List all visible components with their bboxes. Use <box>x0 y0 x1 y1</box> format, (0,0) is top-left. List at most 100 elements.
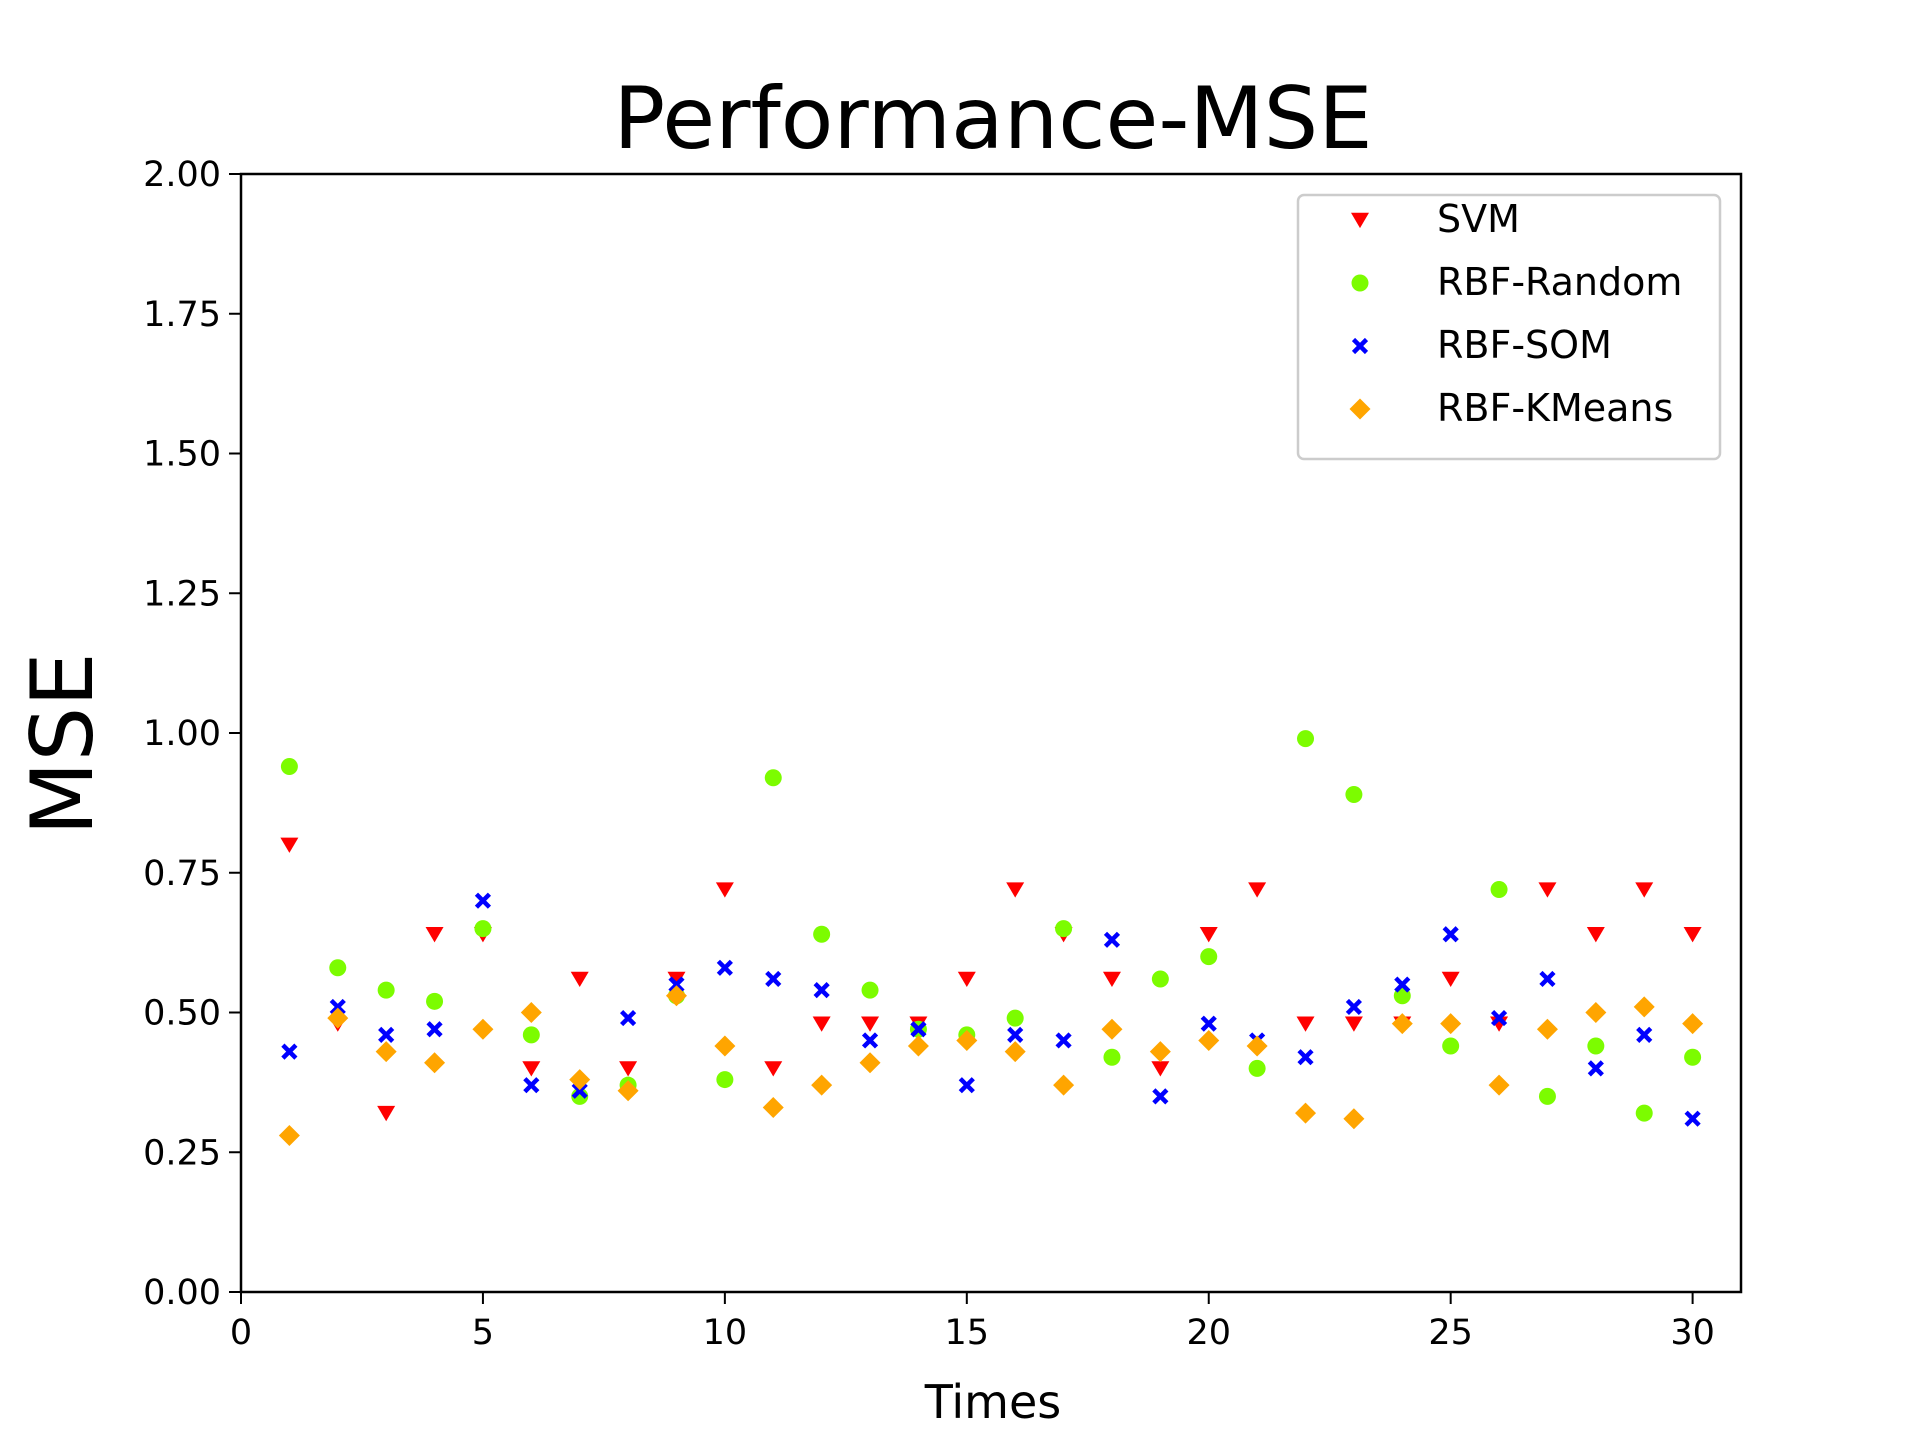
point-rbf-kmeans <box>1246 1035 1268 1057</box>
point-rbf-random <box>1200 948 1218 966</box>
y-tick-label: 0.75 <box>143 854 221 894</box>
point-svm <box>812 1016 831 1032</box>
point-rbf-kmeans <box>327 1007 349 1029</box>
point-svm <box>1586 927 1605 943</box>
point-rbf-som <box>668 976 685 993</box>
point-svm <box>715 882 734 898</box>
legend-label-svm: SVM <box>1437 197 1520 241</box>
point-rbf-kmeans <box>665 985 687 1007</box>
point-rbf-som <box>329 998 346 1016</box>
point-rbf-kmeans <box>1198 1029 1220 1051</box>
point-rbf-random <box>280 758 298 776</box>
point-rbf-random <box>1103 1048 1121 1066</box>
point-rbf-kmeans <box>1682 1013 1704 1035</box>
point-rbf-som <box>1055 1032 1072 1049</box>
point-rbf-som <box>861 1032 879 1049</box>
point-rbf-kmeans <box>617 1080 639 1102</box>
point-rbf-som <box>958 1077 975 1094</box>
point-rbf-kmeans <box>714 1035 736 1057</box>
point-rbf-random <box>1684 1048 1702 1066</box>
point-rbf-som <box>1442 926 1459 943</box>
point-svm <box>1683 927 1702 943</box>
x-tick-label: 5 <box>472 1313 494 1353</box>
point-rbf-kmeans <box>1149 1041 1171 1063</box>
point-svm <box>1199 927 1218 943</box>
x-axis-label: Times <box>924 1375 1062 1429</box>
point-rbf-random <box>1490 881 1508 899</box>
point-rbf-kmeans <box>956 1029 978 1051</box>
point-rbf-kmeans <box>375 1041 397 1063</box>
point-rbf-som <box>813 982 830 999</box>
point-rbf-som <box>1636 1026 1653 1043</box>
y-tick-label: 1.25 <box>143 574 221 614</box>
series-rbf-som <box>281 892 1701 1127</box>
point-svm <box>1006 882 1025 898</box>
point-svm <box>1248 882 1267 898</box>
point-rbf-som <box>426 1021 443 1038</box>
axis-ticks: 0 5 10 15 20 25 30 0.00 0.25 0.50 0.75 1.00 1.25 1.50… <box>143 155 1715 1353</box>
point-rbf-som <box>474 892 492 909</box>
point-rbf-som <box>523 1077 540 1094</box>
point-svm <box>764 1061 783 1077</box>
point-rbf-random <box>1248 1059 1266 1077</box>
legend-marker-svm <box>1351 212 1369 229</box>
point-rbf-random <box>522 1026 540 1044</box>
y-tick-label: 2.00 <box>143 155 221 195</box>
y-tick-label: 1.50 <box>143 435 221 475</box>
y-tick-label: 1.75 <box>143 295 221 335</box>
point-rbf-random <box>377 981 395 999</box>
legend-box <box>1296 193 1722 461</box>
point-svm <box>1538 882 1557 898</box>
point-rbf-kmeans <box>859 1052 881 1074</box>
point-rbf-random <box>1587 1037 1605 1055</box>
point-svm <box>1151 1061 1170 1077</box>
x-tick-label: 25 <box>1428 1313 1473 1353</box>
point-rbf-som <box>1007 1026 1024 1043</box>
point-rbf-som <box>765 970 782 988</box>
point-rbf-kmeans <box>1343 1108 1365 1130</box>
point-rbf-kmeans <box>1440 1013 1462 1035</box>
point-svm <box>957 971 976 988</box>
point-rbf-random <box>861 981 879 999</box>
point-svm <box>1102 971 1121 988</box>
legend: SVM RBF-Random RBF-SOM RBF-KMeans <box>1296 193 1722 461</box>
point-rbf-random <box>716 1071 734 1089</box>
legend-label-rbf-som: RBF-SOM <box>1437 323 1612 367</box>
point-svm <box>1441 971 1460 988</box>
point-rbf-random <box>1006 1009 1024 1027</box>
legend-marker-rbf-random <box>1351 274 1369 292</box>
point-rbf-som <box>281 1043 298 1060</box>
data-points <box>278 730 1704 1146</box>
point-svm <box>280 837 299 853</box>
point-rbf-kmeans <box>1488 1074 1510 1096</box>
point-rbf-som <box>1587 1060 1604 1077</box>
point-rbf-random <box>764 769 782 787</box>
point-rbf-random <box>1151 970 1169 988</box>
point-rbf-som <box>1103 931 1121 948</box>
point-rbf-som <box>378 1026 395 1043</box>
point-rbf-kmeans <box>1391 1013 1413 1035</box>
point-rbf-kmeans <box>1585 1002 1607 1023</box>
x-tick-label: 20 <box>1186 1313 1231 1353</box>
point-rbf-som <box>1297 1049 1314 1066</box>
point-rbf-random <box>329 959 347 977</box>
y-tick-label: 0.50 <box>143 994 221 1034</box>
point-rbf-random <box>1297 730 1315 748</box>
point-rbf-random <box>1538 1087 1556 1105</box>
legend-marker-rbf-kmeans <box>1349 398 1371 420</box>
point-svm <box>570 971 589 988</box>
legend-label-rbf-random: RBF-Random <box>1437 260 1682 304</box>
point-rbf-kmeans <box>1053 1074 1075 1096</box>
point-svm <box>619 1061 638 1077</box>
legend-label-rbf-kmeans: RBF-KMeans <box>1437 386 1673 430</box>
point-rbf-kmeans <box>424 1052 446 1074</box>
x-tick-label: 10 <box>703 1313 748 1353</box>
point-rbf-som <box>1539 970 1556 988</box>
point-rbf-som <box>1200 1015 1217 1032</box>
point-rbf-kmeans <box>1633 996 1655 1018</box>
point-rbf-som <box>1490 1009 1508 1027</box>
y-axis-label: MSE <box>13 652 113 835</box>
point-svm <box>1635 882 1654 898</box>
point-svm <box>522 1061 541 1077</box>
